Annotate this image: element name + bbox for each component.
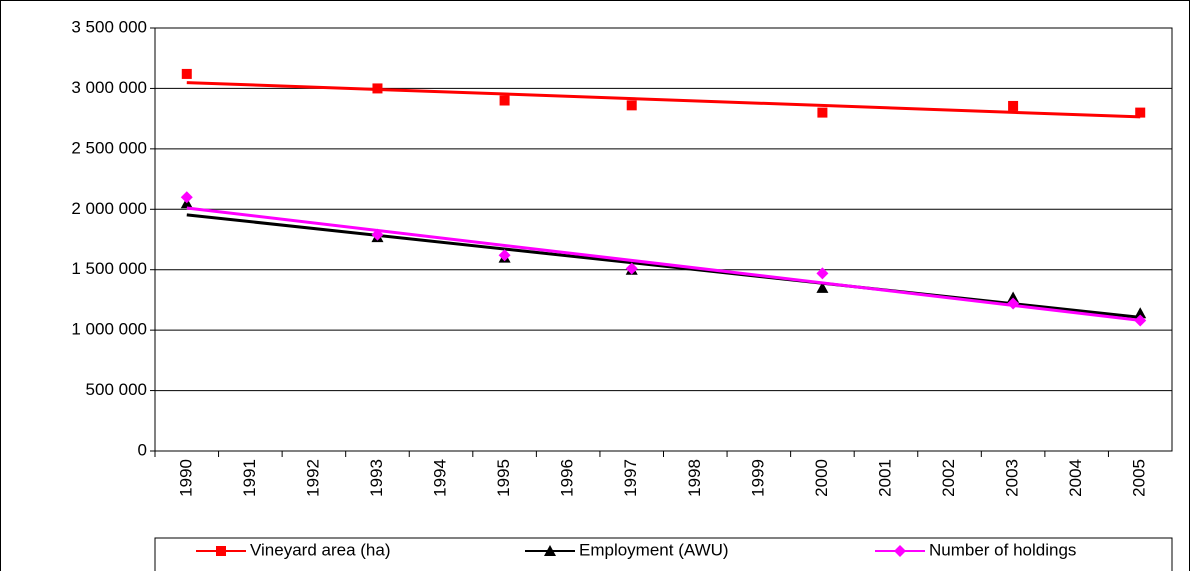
marker <box>816 267 829 280</box>
x-tick-label: 1999 <box>748 459 767 497</box>
x-tick-label: 1998 <box>685 459 704 497</box>
marker <box>1134 307 1147 319</box>
marker <box>626 100 637 111</box>
trendline <box>186 206 1141 322</box>
y-tick-label: 2 000 000 <box>71 199 147 218</box>
marker <box>498 249 511 262</box>
x-tick-label: 2002 <box>939 459 958 497</box>
legend-label: Vineyard area (ha) <box>250 540 391 559</box>
x-tick-label: 2001 <box>875 459 894 497</box>
marker <box>1008 100 1019 111</box>
marker <box>1134 314 1147 327</box>
marker <box>816 281 829 293</box>
x-tick-label: 1994 <box>431 459 450 497</box>
x-tick-label: 1997 <box>621 459 640 497</box>
marker <box>216 546 226 556</box>
x-tick-label: 2005 <box>1130 459 1149 497</box>
x-tick-label: 1990 <box>176 459 195 497</box>
y-tick-label: 3 500 000 <box>71 17 147 36</box>
marker <box>817 107 828 118</box>
x-tick-label: 1991 <box>240 459 259 497</box>
marker <box>625 262 638 275</box>
x-tick-label: 2003 <box>1003 459 1022 497</box>
y-tick-label: 0 <box>138 440 147 459</box>
plot-area <box>154 27 1173 452</box>
marker <box>1135 107 1146 118</box>
marker <box>372 83 383 94</box>
legend <box>154 537 1173 571</box>
marker <box>1007 297 1020 310</box>
y-tick-label: 1 500 000 <box>71 259 147 278</box>
y-tick-label: 1 000 000 <box>71 320 147 339</box>
trendline <box>186 81 1141 119</box>
legend-label: Employment (AWU) <box>579 540 729 559</box>
marker <box>544 545 556 556</box>
x-tick-label: 1996 <box>558 459 577 497</box>
x-tick-label: 2004 <box>1066 459 1085 497</box>
x-tick-label: 1993 <box>367 459 386 497</box>
marker <box>1007 291 1020 303</box>
x-tick-label: 2000 <box>812 459 831 497</box>
marker <box>499 95 510 106</box>
marker <box>894 545 906 557</box>
x-tick-label: 1992 <box>303 459 322 497</box>
marker <box>371 228 384 241</box>
y-tick-label: 500 000 <box>86 380 147 399</box>
legend-label: Number of holdings <box>929 540 1076 559</box>
y-tick-label: 3 000 000 <box>71 78 147 97</box>
y-tick-label: 2 500 000 <box>71 138 147 157</box>
marker <box>180 191 193 204</box>
x-tick-label: 1995 <box>494 459 513 497</box>
marker <box>181 68 192 79</box>
